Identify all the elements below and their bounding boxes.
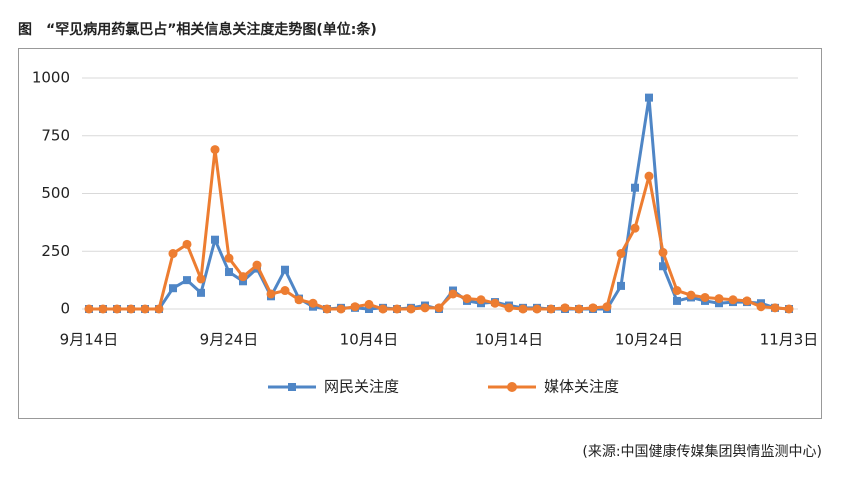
point — [225, 268, 233, 277]
point — [140, 304, 150, 314]
point — [350, 302, 360, 312]
point — [756, 302, 766, 312]
point — [98, 304, 108, 314]
point — [504, 303, 514, 313]
x-tick-label: 9月14日 — [60, 331, 119, 349]
x-tick-label: 10月24日 — [615, 331, 683, 349]
point — [700, 292, 710, 302]
y-tick-label: 0 — [60, 300, 70, 318]
point — [126, 304, 136, 314]
point — [211, 235, 219, 244]
x-tick-label: 10月14日 — [475, 331, 543, 349]
point — [182, 239, 192, 249]
point — [112, 304, 122, 314]
point — [490, 298, 500, 308]
point — [645, 93, 653, 102]
point — [239, 277, 247, 286]
y-tick-label: 250 — [41, 242, 70, 260]
point — [616, 249, 626, 259]
legend-label: 媒体关注度 — [544, 378, 619, 396]
point — [560, 303, 570, 313]
point — [546, 304, 556, 314]
point — [84, 304, 94, 314]
point — [406, 304, 416, 314]
point — [518, 304, 528, 314]
chart-frame — [18, 48, 822, 419]
point — [364, 299, 374, 309]
point — [238, 272, 248, 282]
point — [728, 295, 738, 305]
point — [462, 294, 472, 304]
point — [574, 304, 584, 314]
point — [365, 305, 373, 313]
chart-title: 图 “罕见病用药氯巴占”相关信息关注度走势图(单位:条) — [18, 21, 377, 38]
point — [588, 303, 598, 313]
series-line — [89, 96, 790, 311]
point — [644, 171, 654, 181]
point — [420, 303, 430, 313]
point — [770, 303, 780, 313]
point — [336, 304, 346, 314]
point — [686, 290, 696, 300]
point — [434, 303, 444, 313]
point — [392, 304, 402, 314]
point — [784, 304, 794, 314]
point — [673, 296, 681, 305]
point — [631, 183, 639, 192]
point — [252, 260, 262, 270]
legend-marker — [288, 383, 296, 391]
point — [532, 304, 542, 314]
x-tick-label: 11月3日 — [760, 331, 819, 349]
point — [210, 145, 220, 155]
point — [617, 281, 625, 290]
point — [224, 253, 234, 263]
point — [266, 289, 276, 299]
point — [448, 289, 458, 299]
legend-marker — [507, 382, 517, 392]
x-tick-label: 10月4日 — [340, 331, 399, 349]
point — [196, 274, 206, 284]
point — [630, 223, 640, 233]
legend-label: 网民关注度 — [324, 378, 399, 396]
point — [197, 288, 205, 297]
point — [168, 249, 178, 259]
point — [715, 299, 723, 308]
point — [658, 247, 668, 257]
point — [154, 304, 164, 314]
source-note: (来源:中国健康传媒集团舆情监测中心) — [582, 443, 822, 460]
point — [280, 286, 290, 296]
x-tick-label: 9月24日 — [200, 331, 259, 349]
point — [742, 296, 752, 306]
point — [672, 286, 682, 296]
point — [659, 262, 667, 271]
point — [281, 265, 289, 274]
y-tick-label: 750 — [41, 126, 70, 144]
point — [714, 294, 724, 304]
point — [308, 298, 318, 308]
point — [476, 295, 486, 305]
point — [183, 276, 191, 285]
point — [294, 295, 304, 305]
point — [602, 302, 612, 312]
point — [322, 304, 332, 314]
point — [378, 304, 388, 314]
y-tick-label: 500 — [41, 184, 70, 202]
point — [169, 284, 177, 293]
y-tick-label: 1000 — [32, 69, 70, 87]
